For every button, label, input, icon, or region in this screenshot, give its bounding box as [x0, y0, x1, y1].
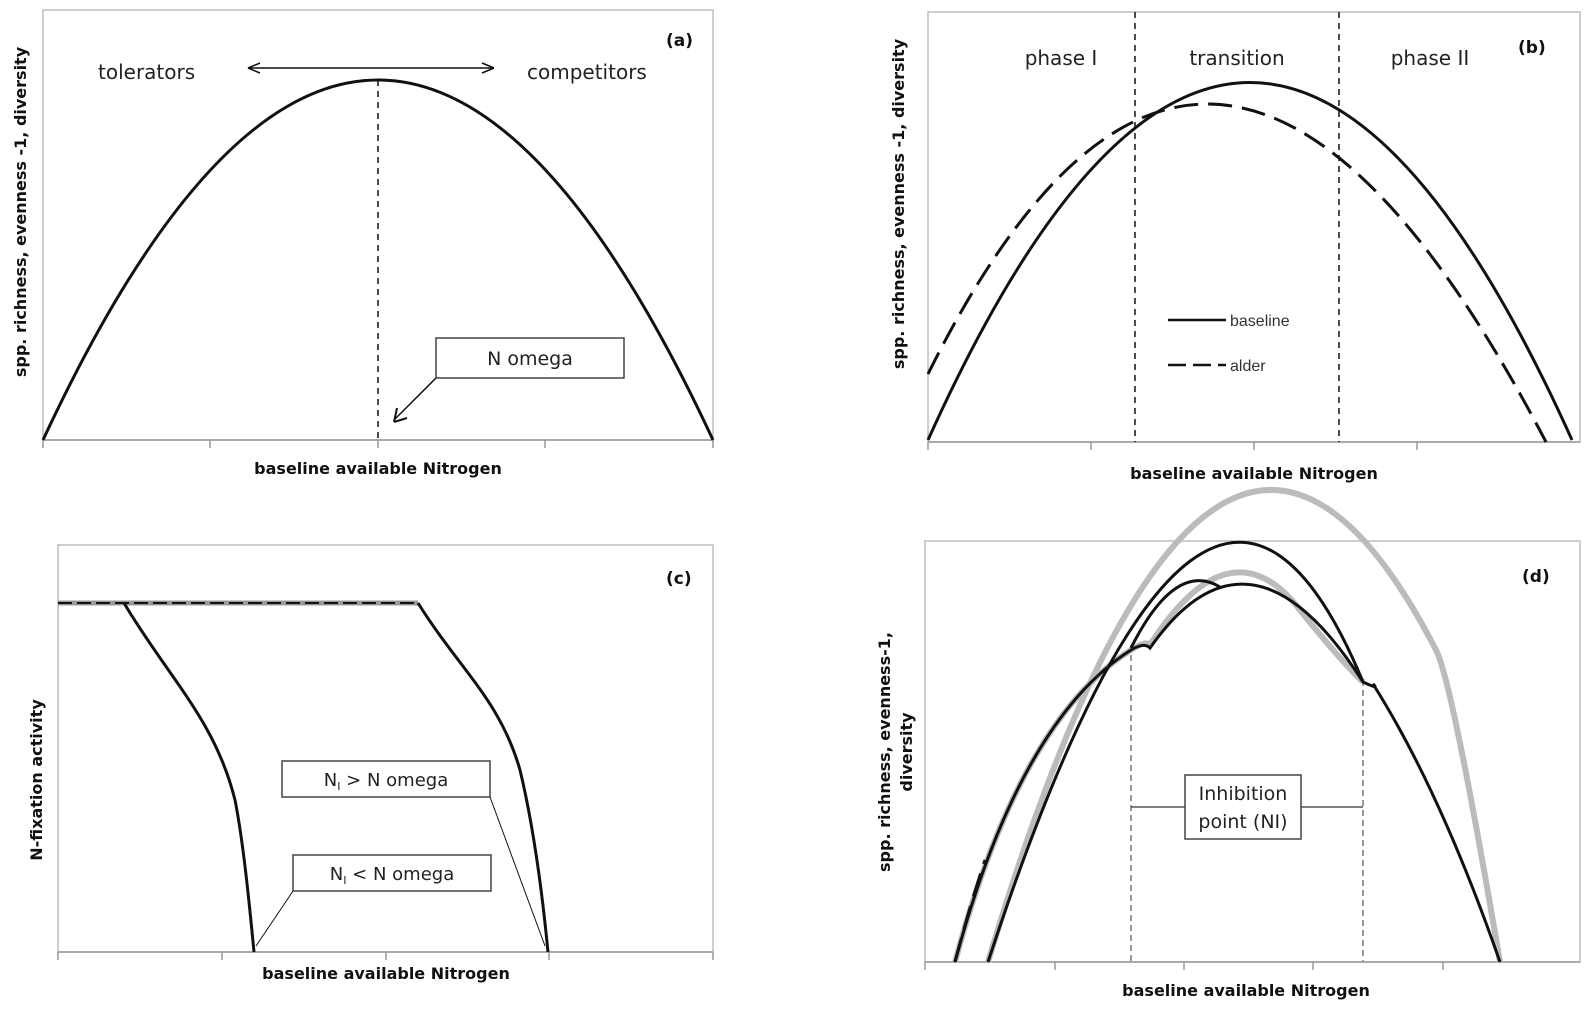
legend-baseline-label: baseline — [1230, 313, 1290, 330]
competitors-label: competitors — [527, 60, 647, 84]
tolerators-label: tolerators — [98, 60, 195, 84]
panel-d-y-axis-label-line1: spp. richness, evenness-1, — [875, 632, 894, 872]
panel-a-y-axis-label: spp. richness, evenness -1, diversity — [11, 46, 30, 377]
panel-a: tolerators competitors (a) N omega basel… — [11, 9, 715, 478]
n-omega-callout-text: N omega — [487, 348, 573, 370]
ni-greater-leader — [489, 796, 546, 947]
n-fixation-curve-high — [416, 602, 550, 953]
panel-d-y-axis-label-line2: diversity — [897, 712, 916, 792]
transition-label: transition — [1189, 46, 1284, 70]
panel-a-double-arrow — [247, 62, 495, 74]
baseline-curve — [926, 81, 1574, 441]
panel-d-frame — [924, 540, 1581, 963]
panel-d-x-axis-label: baseline available Nitrogen — [1122, 981, 1370, 1000]
panel-d-label: (d) — [1522, 567, 1550, 587]
inhibition-callout-line1: Inhibition — [1199, 783, 1288, 805]
ni-greater-box — [281, 760, 491, 798]
phase-1-label: phase I — [1025, 46, 1098, 70]
panel-a-x-axis-label: baseline available Nitrogen — [254, 459, 502, 478]
panel-c-y-axis-label: N-fixation activity — [27, 699, 46, 861]
panel-b: phase I transition phase II (b) baseline… — [889, 11, 1581, 483]
ni-less-box — [292, 854, 492, 892]
phase-2-label: phase II — [1391, 46, 1470, 70]
panel-d-baseline-curve — [986, 540, 1502, 963]
n-omega-callout-box — [435, 337, 625, 379]
panel-d-halo-inner — [952, 569, 1366, 963]
alder-curve — [926, 102, 1548, 443]
ni-less-text: NI < N omega — [330, 864, 455, 887]
panel-d: (d) Inhibition point (NI) baseline avail… — [875, 486, 1581, 1000]
panel-d-dashed-tail — [953, 859, 987, 963]
panel-a-label: (a) — [666, 31, 693, 51]
panel-b-legend: baseline alder — [1168, 313, 1290, 375]
panel-c: (c) NI > N omega NI < N omega baseline a… — [27, 544, 714, 983]
n-fixation-curve-low — [122, 602, 256, 953]
panel-c-x-axis-label: baseline available Nitrogen — [262, 964, 510, 983]
ni-less-leader — [255, 890, 294, 947]
panel-d-halo-outer — [985, 486, 1503, 963]
inhibition-callout-line2: point (NI) — [1198, 811, 1287, 833]
panel-d-upper-arc — [1129, 579, 1221, 649]
panel-c-label: (c) — [666, 569, 692, 589]
panel-b-label: (b) — [1518, 38, 1546, 58]
panel-b-x-axis-label: baseline available Nitrogen — [1130, 464, 1378, 483]
ni-greater-text: NI > N omega — [324, 770, 449, 793]
n-omega-arrowhead — [393, 407, 408, 423]
legend-alder-label: alder — [1230, 358, 1266, 375]
n-omega-callout-leader — [393, 377, 437, 421]
panel-d-shifted-curve — [953, 582, 1365, 963]
panel-b-y-axis-label: spp. richness, evenness -1, diversity — [889, 38, 908, 369]
panel-b-frame — [927, 11, 1581, 443]
inhibition-callout-box — [1184, 774, 1302, 840]
